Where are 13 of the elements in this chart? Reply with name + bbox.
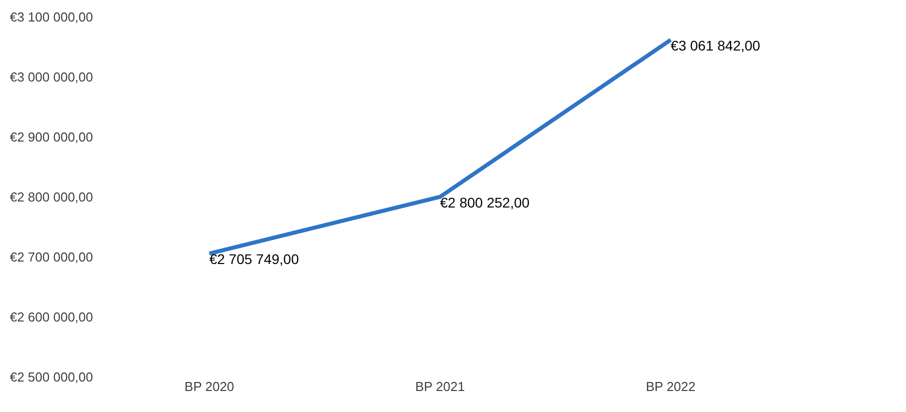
data-label: €3 061 842,00 — [670, 37, 760, 54]
y-tick-label: €3 100 000,00 — [10, 10, 93, 25]
y-tick-label: €2 800 000,00 — [10, 190, 93, 205]
x-tick-label: BP 2021 — [415, 379, 465, 394]
y-tick-label: €2 500 000,00 — [10, 370, 93, 385]
y-tick-label: €2 700 000,00 — [10, 250, 93, 265]
y-tick-label: €2 600 000,00 — [10, 310, 93, 325]
y-tick-label: €3 000 000,00 — [10, 70, 93, 85]
x-tick-label: BP 2020 — [184, 379, 234, 394]
y-tick-label: €2 900 000,00 — [10, 130, 93, 145]
data-label: €2 705 749,00 — [209, 251, 300, 268]
data-label: €2 800 252,00 — [440, 194, 530, 210]
x-tick-label: BP 2022 — [646, 379, 696, 394]
